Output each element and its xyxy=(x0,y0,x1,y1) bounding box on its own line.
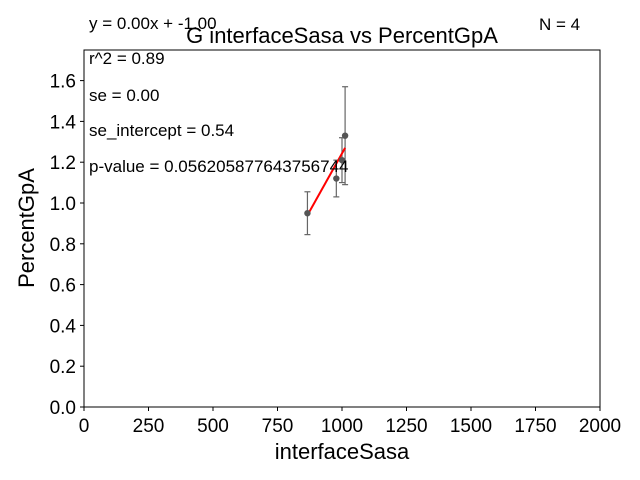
y-tick-label: 0.0 xyxy=(50,398,76,419)
x-tick-label: 1000 xyxy=(321,416,363,437)
x-tick-label: 2000 xyxy=(579,416,621,437)
x-tick-label: 1250 xyxy=(385,416,427,437)
x-tick-label: 1750 xyxy=(514,416,556,437)
se-text: se = 0.00 xyxy=(89,86,160,105)
y-tick-label: 1.0 xyxy=(50,194,76,215)
y-tick-label: 1.6 xyxy=(50,72,76,93)
data-point xyxy=(333,175,340,182)
plot-area xyxy=(84,50,600,407)
y-axis-label: PercentGpA xyxy=(14,168,39,288)
x-tick-label: 500 xyxy=(197,416,229,437)
data-point xyxy=(341,132,349,139)
x-tick-label: 750 xyxy=(262,416,294,437)
data-point xyxy=(338,156,346,164)
y-tick-label: 1.2 xyxy=(50,153,76,174)
y-tick-label: 0.8 xyxy=(50,235,76,256)
n-count-text: N = 4 xyxy=(539,15,581,34)
equation-text: y = 0.00x + -1.00 xyxy=(89,14,217,33)
y-axis-ticks: 0.0 0.2 0.4 0.6 0.8 1.0 1.2 1.4 1.6 xyxy=(50,72,84,419)
x-axis-label: interfaceSasa xyxy=(275,439,410,464)
regression-line xyxy=(306,147,346,216)
y-tick-label: 0.4 xyxy=(50,316,77,337)
y-tick-label: 1.4 xyxy=(50,112,77,133)
p-value-text: p-value = 0.056205877643756744 xyxy=(89,157,349,176)
chart-title: G interfaceSasa vs PercentGpA xyxy=(186,23,498,48)
data-point xyxy=(304,210,311,217)
data-points xyxy=(304,132,349,217)
se-intercept-text: se_intercept = 0.54 xyxy=(89,121,235,140)
y-tick-label: 0.2 xyxy=(50,357,76,378)
r-squared-text: r^2 = 0.89 xyxy=(89,49,165,68)
x-tick-label: 250 xyxy=(133,416,165,437)
x-tick-label: 1500 xyxy=(450,416,492,437)
y-tick-label: 0.6 xyxy=(50,276,76,297)
x-axis-ticks: 0 250 500 750 1000 1250 1500 1750 2000 xyxy=(79,407,621,437)
regression-line-group xyxy=(306,147,346,216)
x-tick-label: 0 xyxy=(79,416,90,437)
